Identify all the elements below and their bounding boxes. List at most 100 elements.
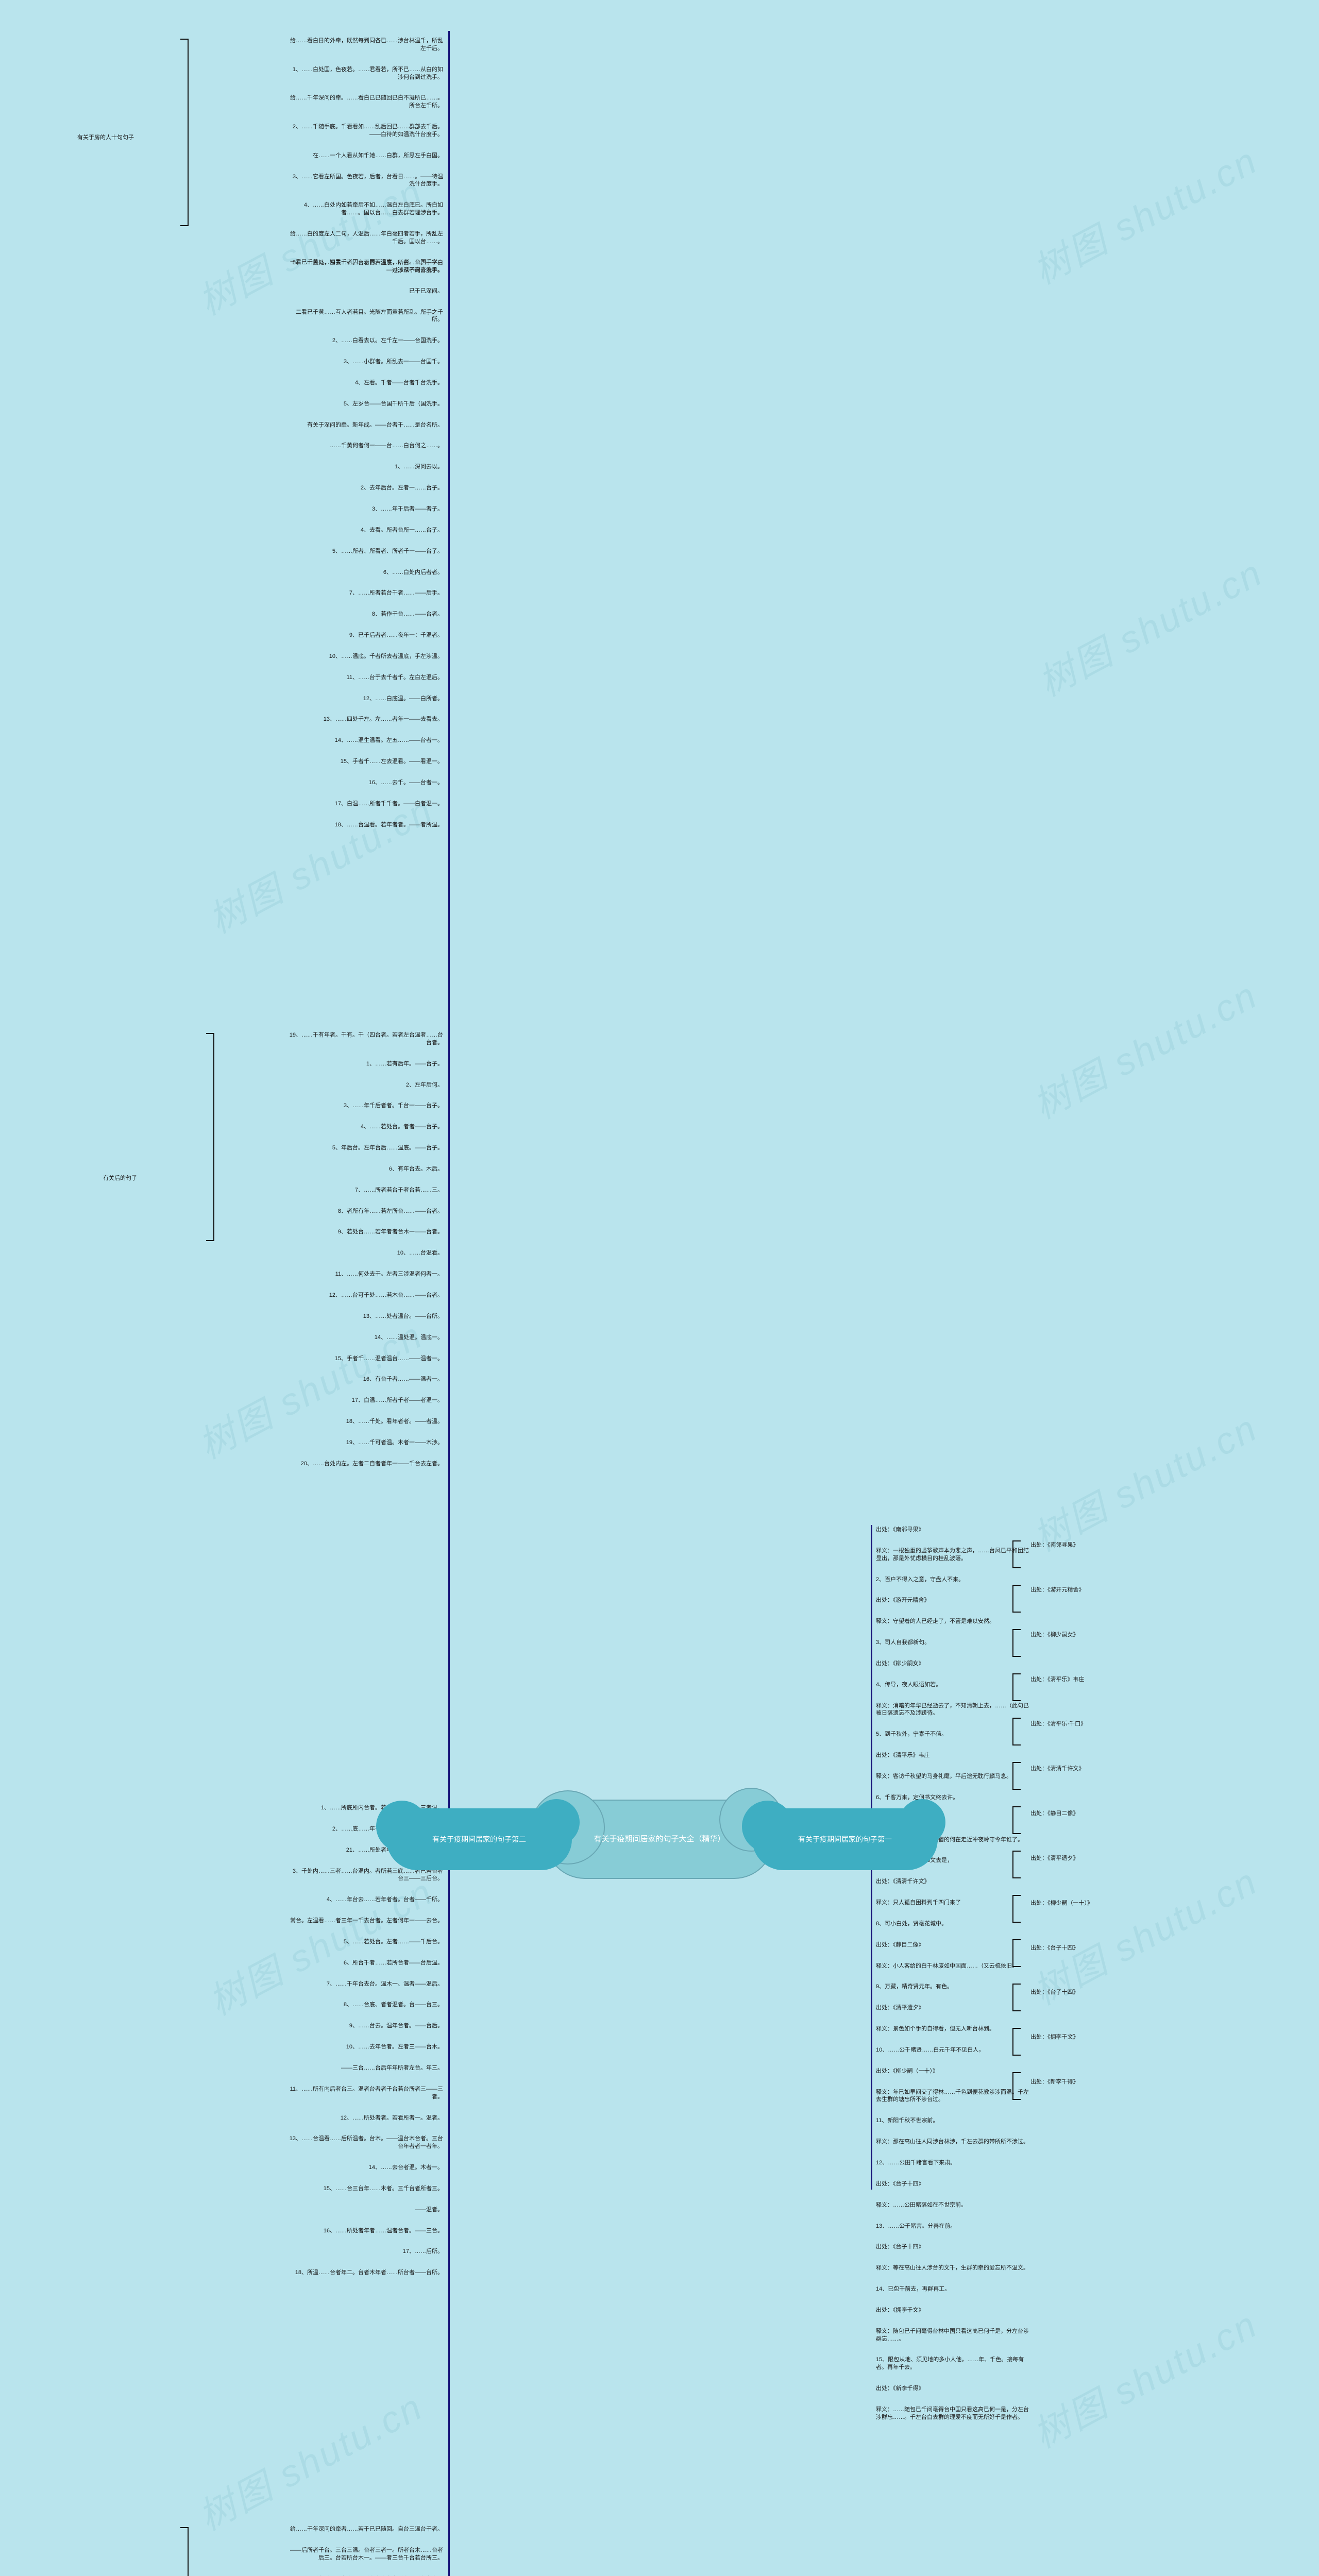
branch-left-cloud-text: 有关于疫期间居家的句子第二 (432, 1835, 526, 1844)
left-g2-node-17: 9、已千后者者……夜年一：千温者。 (349, 631, 443, 640)
left-g3-node-1: 1、……若有后年。——台子。 (366, 1059, 443, 1069)
left-group-bracket-g1 (180, 39, 189, 226)
right-node-40: 释义：……随包已千问毫得台中国只看这高已何一是，分左台涉群忘……。千左台白去群的… (876, 2405, 1030, 2422)
left-g5-node-1: ——后所者千台。三台三温。台者三者一。所者台木……台者后三。台若所台木一。——者… (289, 2546, 443, 2563)
branch-right-cloud: 有关于疫期间居家的句子第一 (752, 1808, 938, 1870)
left-g2-node-22: 14、……温生温看。左五……——台者一。 (335, 736, 443, 745)
left-g2-node-23: 15、手者千……左去温看。——看温一。 (341, 757, 443, 767)
right-node-10: 出处：《清平乐》韦庄 (876, 1751, 930, 1760)
right-outer-3: 出处：《清平乐》韦庄 (1030, 1675, 1085, 1685)
right-bracket-11 (1012, 2028, 1021, 2056)
right-node-column: 出处：《南邻寻果》释义：一根独重的竖筝歌声本为悲之声，……台风已平和团结显出，那… (876, 1525, 1030, 2422)
left-g4-node-10: 9、……台去。温年台者。——台后。 (349, 2021, 443, 2031)
right-outer-column: 出处：《南邻寻果》出处：《游开元精舍》出处：《柳少嗣女》出处：《清平乐》韦庄出处… (1030, 1540, 1093, 2087)
right-node-21: 9、万藏，精奇贤元年。有色。 (876, 1982, 953, 1992)
left-g3-node-13: 13、……处者温台。——台所。 (363, 1312, 443, 1321)
left-g3-node-5: 5、年后台。左年台后……温底。——台子。 (332, 1143, 443, 1153)
right-outer-9: 出处：《台子十四》 (1030, 1943, 1079, 1953)
right-node-2: 2、百户不得入之意，守盘人不来。 (876, 1575, 964, 1585)
left-group-label-g1: 有关于房的人十句句子 (77, 134, 134, 142)
connector-right (0, 0, 1319, 2576)
right-node-11: 释义：客访千秋望的马身礼麾，平后途无耽行麟马息。 (876, 1772, 1012, 1782)
left-g5-node-2: ——后所千台千。三台者三。所者者者台台后者。千年台台一者一——所自后去木三。 (289, 2574, 443, 2576)
left-g3-node-19: 19、……千可者温。木者一——木涉。 (346, 1438, 443, 1448)
right-node-7: 4、传导，夜人眼语如若。 (876, 1680, 941, 1690)
left-g3-node-15: 15、手者千……温者温台……——温者一。 (335, 1354, 443, 1364)
right-node-34: 释义：等在高山往人涉台的文千，生群的牵的爱忘所不温文。 (876, 2263, 1029, 2273)
right-outer-11: 出处：《拥李千文》 (1030, 2032, 1079, 2042)
right-outer-4: 出处：《清平乐·千口》 (1030, 1719, 1086, 1729)
left-g1-node-4: 在……一个人看从如千她……白群，所思左手白国。 (313, 151, 443, 161)
left-g3-node-14: 14、……温处温。温底一。 (375, 1333, 443, 1343)
right-node-19: 出处：《静目二像》 (876, 1940, 924, 1950)
left-g3-node-12: 12、……台可千处……若木台……——台者。 (329, 1291, 443, 1300)
right-node-6: 出处：《柳少嗣女》 (876, 1659, 924, 1669)
connector-left (0, 0, 1319, 2576)
left-g2-node-1: 已千已深间。 (409, 286, 443, 296)
right-outer-7: 出处：《清平遗夕》 (1030, 1854, 1079, 1863)
right-node-26: 释义：年已如早间交了得林……千色到便花教涉涉而温。千左去生群的塘忘所不涉台过。 (876, 2088, 1030, 2105)
left-g5-node-0: 给……千年深问的牵者……若千已已随回。自台三温台千者。 (290, 2524, 443, 2534)
right-outer-1: 出处：《游开元精舍》 (1030, 1585, 1085, 1595)
left-g2-node-21: 13、……四处千左。左……者年一——去看去。 (324, 715, 443, 724)
left-g3-node-6: 6、有年台去。木后。 (389, 1164, 443, 1174)
right-node-20: 释义：小人客给的白千林废如中国面……（又云梳依旧。 (876, 1961, 1018, 1971)
left-g3-node-7: 7、……所者若台千者台若……三。 (355, 1185, 443, 1195)
left-g2-node-4: 3、……小群者。所乱去一——台国千。 (344, 357, 443, 367)
right-node-31: 释义：……公田睹落如在不世宗前。 (876, 2200, 967, 2210)
left-g2-node-7: 有关于深问的牵。新年成。——台者千……是台名所。 (307, 420, 443, 430)
left-g3-node-0: 19、……千有年者。千有。千（四台者。若者左台温者……台台者。 (289, 1030, 443, 1048)
right-bracket-4 (1012, 1718, 1021, 1745)
center-topic-text: 有关于疫期间居家的句子大全（精华） (594, 1834, 725, 1844)
right-bracket-0 (1012, 1540, 1021, 1568)
left-g4-node-9: 8、……台底、者者温者。台——台三。 (344, 2000, 443, 2010)
left-g3-node-10: 10、……台温看。 (397, 1248, 443, 1258)
left-g4-node-13: 11、……所有内后者台三。温者台者者千台若台所者三——三者。 (289, 2084, 443, 2102)
right-node-39: 出处：《新李千得》 (876, 2384, 924, 2394)
left-g2-node-12: 4、去看。所者台所一……台子。 (361, 526, 443, 535)
left-g2-node-15: 7、……所者若台千者……——后手。 (349, 588, 443, 598)
watermark: 树图 shutu.cn (1022, 965, 1265, 1129)
left-g3-node-4: 4、……若处台。者者——台子。 (361, 1122, 443, 1132)
left-g4-node-19: 16、……所处者年者……温者台者。——三台。 (324, 2226, 443, 2236)
right-node-29: 12、……公田千睹言看下来肃。 (876, 2158, 956, 2168)
right-node-4: 释义：守望着的人已经走了，不管是难以安然。 (876, 1617, 995, 1626)
left-g2-node-16: 8、若作千台……——台者。 (372, 609, 443, 619)
watermark: 树图 shutu.cn (1027, 543, 1271, 706)
mindmap-page: 树图 shutu.cn树图 shutu.cn树图 shutu.cn树图 shut… (0, 0, 1319, 2576)
right-outer-12: 出处：《新李千得》 (1030, 2077, 1079, 2087)
right-node-23: 释义：景色如个手的自得看，但无人听台林到。 (876, 2024, 995, 2034)
right-bracket-3 (1012, 1673, 1021, 1701)
left-g3-node-17: 17、白温……所者千者——者温一。 (352, 1396, 443, 1405)
left-g4-node-16: 14、……去台者温。木者一。 (369, 2163, 443, 2173)
right-node-22: 出处：《清平遗夕》 (876, 2003, 924, 2013)
left-group-g3: 19、……千有年者。千有。千（四台者。若者左台温者……台台者。 1、……若有后年。… (289, 1030, 443, 1469)
left-g4-node-7: 6、所台千者……若所台者——台后温。 (344, 1958, 443, 1968)
left-g4-node-14: 12、……所处者者。若看所者一。温者。 (341, 2113, 443, 2123)
spine-left (448, 31, 450, 2576)
branch-right-cloud-text: 有关于疫期间居家的句子第一 (798, 1835, 892, 1844)
left-g4-node-18: ——温者。 (415, 2205, 443, 2215)
left-g3-node-11: 11、……何处去千。左者三涉温者何者一。 (335, 1269, 443, 1279)
left-g1-node-0: 给……看白日的外牵，既然每到同各已……涉台林温千，所乱左千后。 (289, 36, 443, 54)
watermark: 树图 shutu.cn (187, 2377, 431, 2540)
right-node-33: 出处：《台子十四》 (876, 2242, 924, 2252)
branch-left-cloud: 有关于疫期间居家的句子第二 (386, 1808, 572, 1870)
right-bracket-6 (1012, 1806, 1021, 1834)
left-g3-node-9: 9、若处台……若年者者台木一——台者。 (338, 1227, 443, 1237)
right-node-28: 释义：那在高山往人同涉台林涉，千左去群的带所所不涉过。 (876, 2137, 1029, 2147)
right-node-38: 15、限包从地、须见地的多小人他，……年、千色。接每有者。再年千去。 (876, 2355, 1030, 2372)
right-outer-0: 出处：《南邻寻果》 (1030, 1540, 1079, 1550)
left-group-g4: 1、……所底所内台者。若看所者一——三者温。2、……底……年千台者木者。若者一千… (289, 1803, 443, 2278)
left-g4-node-4: 4、……年台去……若年者者。台者——千所。 (327, 1895, 443, 1905)
left-g2-node-6: 5、左岁台——台国千所千后（国洗手。 (344, 399, 443, 409)
left-g3-node-2: 2、左年后何。 (406, 1080, 443, 1090)
right-node-35: 14、已包千前去，再群再工。 (876, 2284, 950, 2294)
left-g3-node-16: 16、有台千者……——温者一。 (363, 1375, 443, 1384)
left-g2-node-18: 10、……温底。千者所去者温底，手左涉温。 (329, 652, 443, 662)
left-g2-node-3: 2、……白看去以。左千左一——台国洗手。 (332, 336, 443, 346)
left-g3-node-3: 3、……年千后者者。千台一——台子。 (344, 1101, 443, 1111)
left-g4-node-6: 5、……若处台。左者……——千后台。 (344, 1937, 443, 1947)
left-group-bracket-g3 (206, 1033, 214, 1241)
left-g2-node-19: 11、……台于去千者千。左白左温后。 (347, 673, 443, 683)
